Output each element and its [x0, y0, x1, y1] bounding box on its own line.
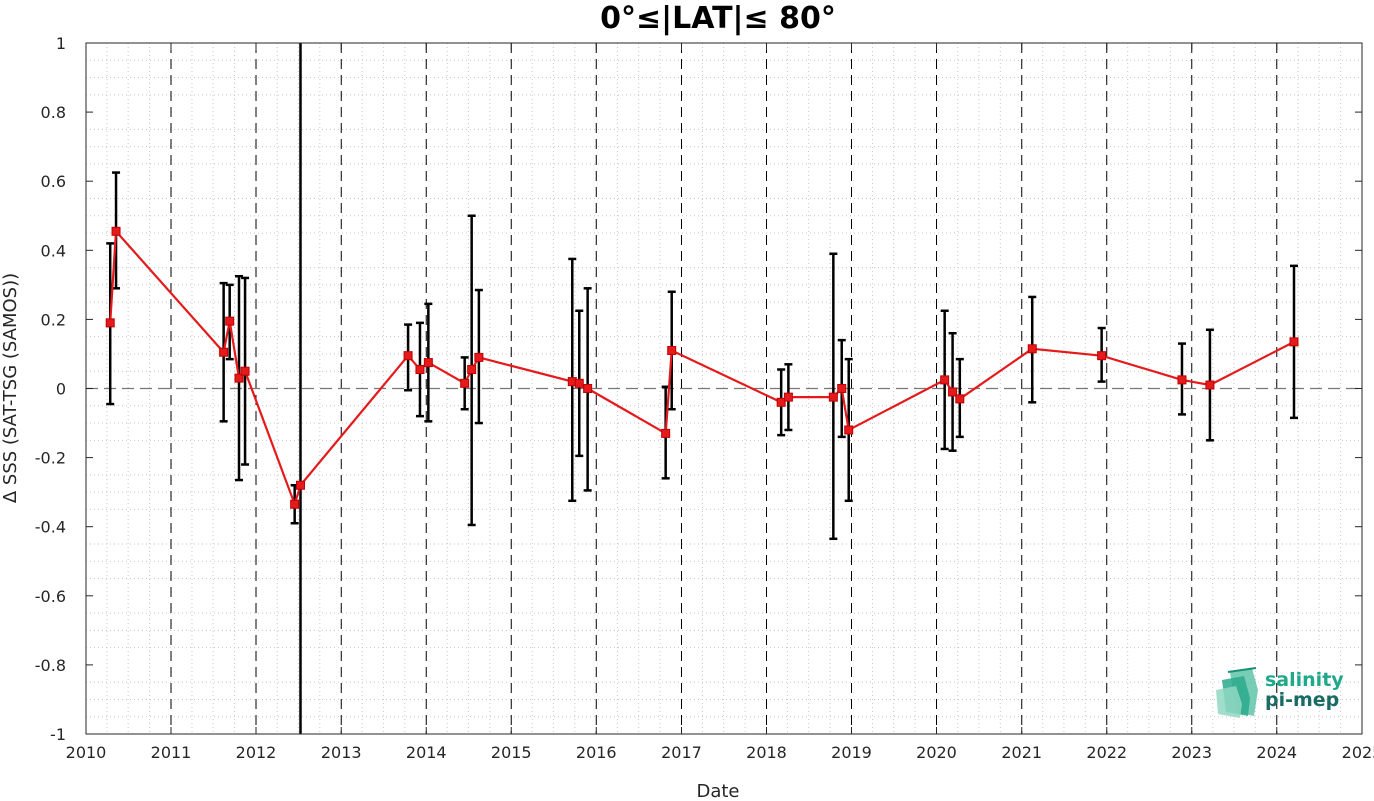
y-tick-label: -0.8 [35, 656, 66, 675]
logo-line2: pi-mep [1265, 689, 1339, 711]
y-tick-label: -1 [50, 725, 66, 744]
y-axis-label: Δ SSS (SAT-TSG (SAMOS)) [0, 273, 21, 503]
x-tick-label: 2024 [1256, 743, 1297, 762]
y-tick-label: 0.2 [41, 310, 66, 329]
data-point-marker [940, 375, 950, 385]
data-point-marker [1289, 337, 1299, 347]
x-tick-label: 2019 [831, 743, 872, 762]
y-tick-label: 1 [56, 34, 66, 53]
minor-grid [86, 43, 1362, 734]
logo-line1: salinity [1265, 669, 1344, 691]
data-point-marker [776, 397, 786, 407]
x-tick-label: 2016 [576, 743, 617, 762]
salinity-pi-mep-logo: salinity pi-mep [1216, 667, 1344, 718]
data-point-marker [415, 364, 425, 374]
x-tick-label: 2020 [916, 743, 957, 762]
data-point-marker [574, 378, 584, 388]
data-point-marker [828, 392, 838, 402]
y-tick-label: 0 [56, 380, 66, 399]
x-tick-label: 2017 [661, 743, 702, 762]
x-tick-label: 2014 [406, 743, 447, 762]
x-tick-label: 2010 [66, 743, 107, 762]
data-point-marker [583, 384, 593, 393]
y-tick-label: 0.4 [41, 241, 66, 260]
x-tick-label: 2013 [321, 743, 362, 762]
data-point-marker [290, 499, 300, 509]
data-point-marker [460, 378, 470, 388]
series-layer [105, 226, 1299, 509]
data-point-marker [1027, 344, 1037, 354]
data-point-marker [661, 428, 671, 438]
x-tick-label: 2022 [1086, 743, 1127, 762]
y-tick-label: -0.6 [35, 587, 66, 606]
data-point-marker [948, 387, 958, 397]
y-tick-labels: -1 -0.8 -0.6 -0.4 -0.2 0 0.2 0.4 0.6 0.8 1 [35, 34, 66, 744]
x-tick-label: 2015 [491, 743, 532, 762]
axis-ticks [85, 42, 1363, 735]
data-point-marker [111, 226, 121, 236]
data-point-marker [667, 345, 677, 355]
x-tick-label: 2021 [1001, 743, 1042, 762]
x-tick-label: 2011 [151, 743, 192, 762]
logo-wave-icon [1216, 667, 1258, 718]
data-point-marker [423, 358, 433, 368]
y-tick-label: -0.2 [35, 449, 66, 468]
x-tick-label: 2012 [236, 743, 277, 762]
data-point-marker [467, 364, 477, 374]
chart-title: 0°≤|LAT|≤ 80° [600, 1, 836, 36]
data-point-marker [225, 316, 235, 326]
data-point-marker [837, 384, 847, 393]
data-point-marker [1205, 380, 1215, 390]
data-point-marker [105, 318, 115, 328]
data-point-marker [295, 480, 305, 490]
data-point-marker [783, 392, 793, 402]
data-point-marker [219, 347, 229, 357]
data-point-marker [844, 425, 854, 435]
data-point-marker [1097, 351, 1107, 361]
x-axis-label: Date [696, 781, 739, 801]
data-point-marker [403, 351, 413, 361]
data-point-marker [1177, 375, 1187, 385]
data-point-marker [474, 352, 484, 362]
x-tick-label: 2023 [1171, 743, 1212, 762]
y-tick-label: 0.6 [41, 172, 66, 191]
y-tick-label: 0.8 [41, 103, 66, 122]
x-tick-label: 2018 [746, 743, 787, 762]
data-point-marker [234, 373, 244, 383]
x-tick-label: 2025 [1342, 743, 1374, 762]
y-tick-label: -0.4 [35, 518, 66, 537]
data-point-marker [955, 394, 965, 404]
data-point-marker [240, 366, 250, 376]
x-tick-labels: 2010 2011 2012 2013 2014 2015 2016 2017 2018 2019… [66, 743, 1374, 762]
